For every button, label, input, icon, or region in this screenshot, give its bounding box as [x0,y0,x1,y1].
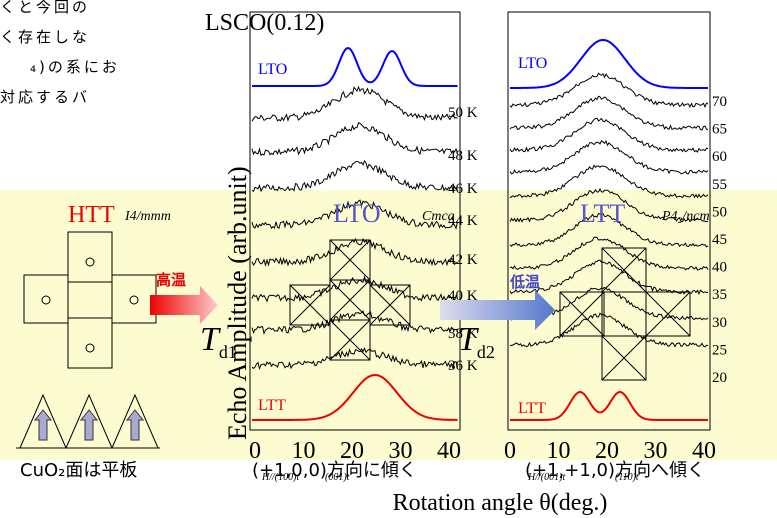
intro-line: 対応するバ [0,88,90,106]
temperature: 55 [712,177,727,193]
intro-line: くと今回の [0,0,90,16]
temperature: 50 K [448,105,478,121]
intro-line: ₄)の系にお [30,58,120,76]
htt: HTT [68,202,115,228]
lto: LTO [333,199,381,228]
temperature: 65 [712,122,727,138]
intro-line: く存在しな [0,28,90,46]
trace [252,161,458,191]
t1-main: T [200,321,221,358]
trace [510,118,708,152]
ltt-right: LTT [518,400,546,417]
temperature: 40 [712,260,727,276]
temperature: 45 [712,232,727,248]
ltt-left: LTT [258,397,286,414]
temperature: 48 K [448,148,478,164]
lto-left: LTO [258,61,287,78]
temperature: 46 K [448,181,478,197]
temperature: 25 [712,342,727,358]
caption-flat: CuO₂面は平板 [20,460,137,481]
tilt1-field: H//(100)t [261,472,299,483]
trace [510,141,708,174]
ltt-group: P4₂/ncm [661,209,710,224]
x-tick: 40 [437,438,461,464]
y-label: Echo Amplitude (arb.unit) [223,166,252,440]
ltt: LTT [580,199,625,228]
htt-group: I4/mmm [124,209,171,224]
temperature: 50 [712,204,727,220]
temperature: 36 K [448,358,478,374]
lto-group: Cmca [422,209,455,224]
t1-sub: d1 [219,342,237,362]
arrow-low-label: 低温 [509,273,540,291]
trace [510,73,708,107]
arrow-high-label: 高温 [156,271,186,289]
tilt2-field: H//(001)t [527,472,565,483]
tilt1-axis: (001)t [325,472,350,483]
temperature: 30 [712,315,727,331]
x-label: Rotation angle θ(deg.) [393,490,608,516]
tilt2-axis: (110)t [615,472,639,483]
t2-main: T [458,321,479,358]
lto-right: LTO [518,55,547,72]
temperature: 20 [712,370,727,386]
trace [252,87,458,121]
temperature: 70 [712,94,727,110]
title: LSCO(0.12) [205,10,324,36]
figure: くと今回のく存在しな ₄)の系にお対応するバ LSCO(0.12) Echo Am… [0,0,777,518]
x-tick: 0 [504,438,516,464]
trace [252,123,458,156]
temperature: 42 K [448,252,478,268]
trace [510,96,708,130]
temperature: 60 [712,149,727,165]
temperature: 35 [712,287,727,303]
t2-sub: d2 [477,342,495,362]
